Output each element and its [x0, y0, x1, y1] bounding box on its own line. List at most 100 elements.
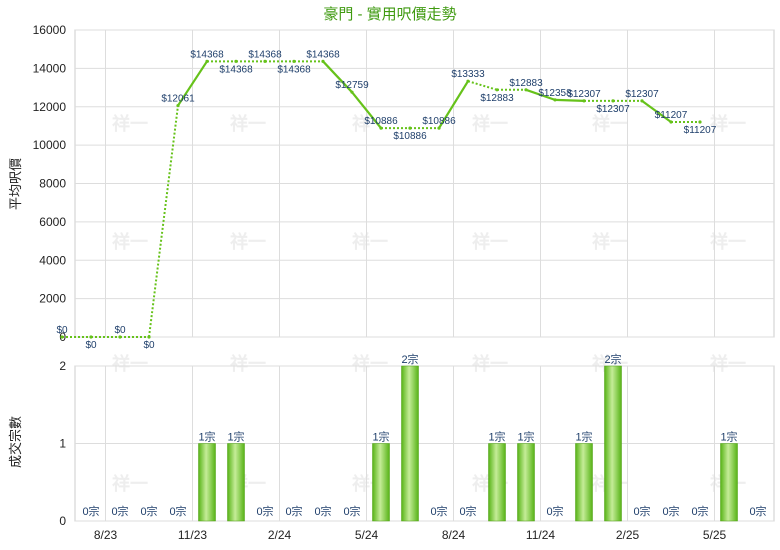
- price-data-label: $0: [56, 325, 68, 336]
- price-data-label: $12759: [335, 80, 369, 91]
- count-data-label: 0宗: [140, 504, 157, 518]
- price-data-label: $0: [85, 340, 97, 351]
- count-bar: [227, 443, 245, 522]
- price-data-label: $13333: [451, 69, 485, 80]
- x-tick-label: 5/25: [703, 528, 727, 542]
- watermark-text: 祥一: [230, 353, 266, 374]
- price-y-tick-label: 12000: [33, 100, 67, 114]
- price-point: [640, 99, 644, 103]
- watermark-text: 祥一: [472, 113, 508, 134]
- price-y-tick-label: 4000: [39, 253, 66, 267]
- x-tick-label: 5/24: [355, 528, 379, 542]
- watermark-text: 祥一: [592, 113, 628, 134]
- price-point: [321, 59, 325, 63]
- count-data-label: 2宗: [604, 352, 621, 366]
- count-data-label: 0宗: [749, 504, 766, 518]
- watermark-text: 祥一: [710, 231, 746, 252]
- price-point: [408, 126, 412, 130]
- price-y-tick-label: 2000: [39, 292, 66, 306]
- count-data-label: 0宗: [314, 504, 331, 518]
- count-data-label: 0宗: [459, 504, 476, 518]
- count-data-label: 1宗: [720, 430, 737, 444]
- price-data-label: $0: [143, 340, 155, 351]
- price-y-tick-label: 6000: [39, 215, 66, 229]
- count-y-tick-label: 2: [59, 359, 66, 373]
- count-y-tick-label: 1: [59, 437, 66, 451]
- price-point: [379, 126, 383, 130]
- price-y-tick-label: 10000: [33, 138, 67, 152]
- price-point: [582, 99, 586, 103]
- price-point: [263, 59, 267, 63]
- price-point: [698, 120, 702, 124]
- count-data-label: 1宗: [198, 430, 215, 444]
- count-bar: [401, 365, 419, 522]
- x-tick-label: 2/25: [616, 528, 640, 542]
- count-bar: [575, 443, 593, 522]
- price-data-label: $10886: [393, 131, 427, 142]
- count-data-label: 0宗: [343, 504, 360, 518]
- count-bar: [517, 443, 535, 522]
- price-point: [495, 88, 499, 92]
- count-data-label: 0宗: [662, 504, 679, 518]
- price-line-segment: [467, 80, 498, 91]
- count-data-label: 0宗: [111, 504, 128, 518]
- price-point: [147, 335, 151, 339]
- price-point: [611, 99, 615, 103]
- price-point: [437, 126, 441, 130]
- price-line-segment: [438, 80, 469, 129]
- price-point: [466, 79, 470, 83]
- count-data-label: 0宗: [169, 504, 186, 518]
- count-bar: [604, 365, 622, 522]
- count-data-label: 1宗: [372, 430, 389, 444]
- x-tick-label: 11/24: [526, 528, 555, 542]
- price-point: [89, 335, 93, 339]
- count-data-label: 2宗: [401, 352, 418, 366]
- price-data-label: $10886: [364, 116, 398, 127]
- count-data-label: 0宗: [546, 504, 563, 518]
- price-y-tick-label: 14000: [33, 61, 67, 75]
- count-bar: [720, 443, 738, 522]
- price-point: [176, 103, 180, 108]
- price-data-label: $14368: [219, 64, 253, 75]
- count-bar: [372, 443, 390, 522]
- price-line-segment: [351, 91, 382, 129]
- price-point: [669, 120, 673, 124]
- x-tick-label: 8/23: [94, 528, 118, 542]
- count-data-label: 1宗: [227, 430, 244, 444]
- price-data-label: $11207: [655, 110, 688, 121]
- watermark-text: 祥一: [472, 353, 508, 374]
- watermark-text: 祥一: [112, 113, 148, 134]
- price-data-label: $12307: [567, 89, 601, 100]
- x-tick-label: 11/23: [178, 528, 207, 542]
- price-data-label: $12307: [596, 104, 630, 115]
- price-point: [234, 59, 238, 63]
- price-point: [205, 59, 209, 63]
- price-point: [60, 335, 64, 339]
- price-data-label: $14368: [277, 64, 311, 75]
- price-data-label: $12358: [538, 88, 572, 99]
- price-data-label: $12883: [509, 78, 543, 89]
- price-line-segment: [641, 99, 672, 123]
- price-line-segment: [148, 105, 179, 338]
- price-data-label: $14368: [190, 49, 224, 60]
- price-data-label: $12883: [480, 93, 514, 104]
- watermark-text: 祥一: [710, 113, 746, 134]
- price-point: [292, 59, 296, 63]
- watermark-text: 祥一: [710, 353, 746, 374]
- watermark-text: 祥一: [592, 231, 628, 252]
- transaction-bar-panel: 0 1 2 8/23 11/23 2/24 5/24 8/24 11/24 2/25 5/25 0宗 0…: [59, 352, 775, 542]
- count-data-label: 0宗: [256, 504, 273, 518]
- watermark-text: 祥一: [352, 231, 388, 252]
- x-tick-label: 8/24: [442, 528, 466, 542]
- count-data-label: 0宗: [82, 504, 99, 518]
- count-bar: [198, 443, 216, 522]
- count-bar: [488, 443, 506, 522]
- price-y-tick-label: 16000: [33, 23, 67, 37]
- price-y-axis-label: 平均呎價: [8, 158, 23, 210]
- watermark-text: 祥一: [230, 113, 266, 134]
- count-data-label: 0宗: [691, 504, 708, 518]
- watermark-text: 祥一: [230, 231, 266, 252]
- watermark-text: 祥一: [352, 113, 388, 134]
- count-data-label: 0宗: [430, 504, 447, 518]
